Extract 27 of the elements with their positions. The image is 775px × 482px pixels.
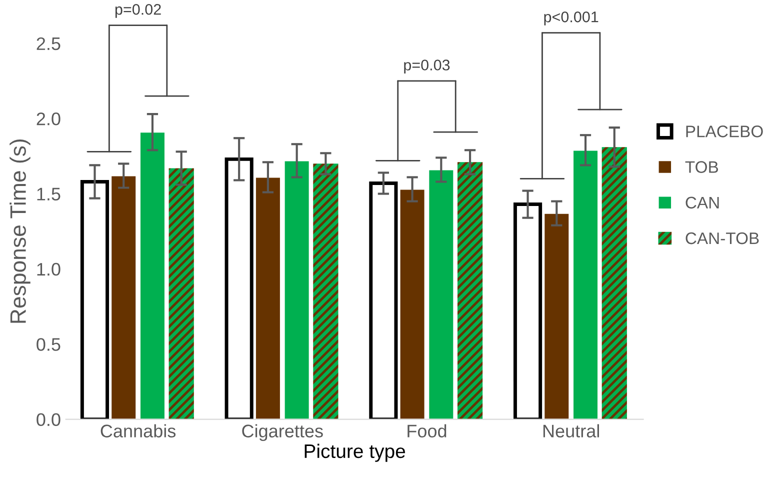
bar: [139, 132, 166, 420]
bar: [428, 169, 454, 420]
legend-label: PLACEBO: [686, 126, 763, 138]
x-tick-label: Cannabis: [100, 424, 176, 438]
text: p=0.02: [115, 4, 161, 18]
y-tick-label: 1.0: [37, 262, 60, 276]
legend-label: CAN: [686, 196, 719, 209]
y-tick-label: 2.0: [36, 112, 60, 126]
bar: [284, 160, 310, 420]
text: p<0.001: [544, 11, 598, 26]
x-tick-label: Cigarettes: [242, 424, 323, 442]
x-axis-title: Picture type: [304, 444, 406, 462]
bar: [168, 168, 194, 420]
x-tick-label: Food: [408, 424, 446, 438]
y-tick-label: 2.5: [36, 37, 60, 50]
y-tick-label: 1.5: [37, 188, 60, 200]
y-tick-label: 0.5: [36, 338, 60, 351]
y-axis-title: Response Time (s): [10, 139, 30, 323]
y-tick-label: 0.0: [36, 413, 60, 426]
bar: [572, 150, 599, 420]
legend-label: CAN-TOB: [686, 232, 759, 244]
bar: [313, 164, 338, 420]
bar: [457, 162, 483, 420]
annotation: p=0.03: [404, 60, 450, 74]
bar: [602, 147, 627, 420]
legend-label: TOB: [685, 161, 718, 173]
x-tick-label: Neutral: [543, 424, 599, 438]
